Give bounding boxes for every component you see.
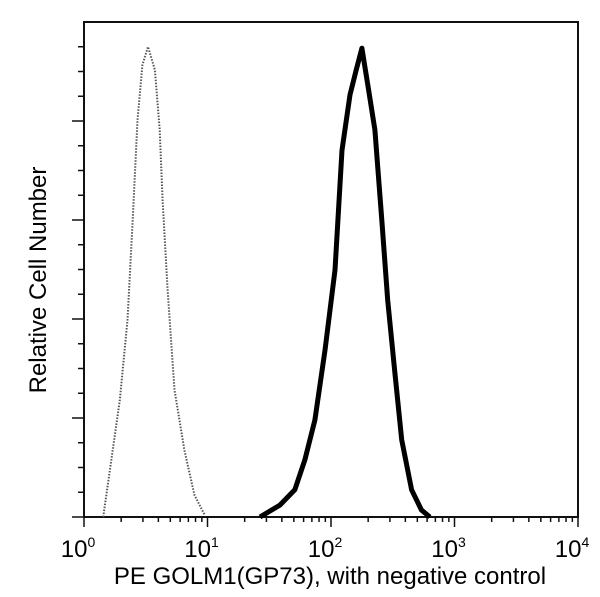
y-axis-ticks <box>72 46 84 518</box>
x-tick-label: 100 <box>61 534 96 563</box>
sample-trace <box>258 45 432 520</box>
negative-control-trace <box>102 43 206 518</box>
plot-frame <box>83 21 579 518</box>
x-axis-tick-labels: 100 101 102 103 104 <box>61 534 590 563</box>
y-axis-title: Relative Cell Number <box>25 167 52 394</box>
x-tick-label: 103 <box>431 534 466 563</box>
x-tick-label: 102 <box>308 534 343 563</box>
x-axis-ticks <box>83 517 579 527</box>
x-tick-label: 104 <box>555 534 590 563</box>
x-axis-title: PE GOLM1(GP73), with negative control <box>114 563 546 590</box>
x-tick-label: 101 <box>184 534 219 563</box>
